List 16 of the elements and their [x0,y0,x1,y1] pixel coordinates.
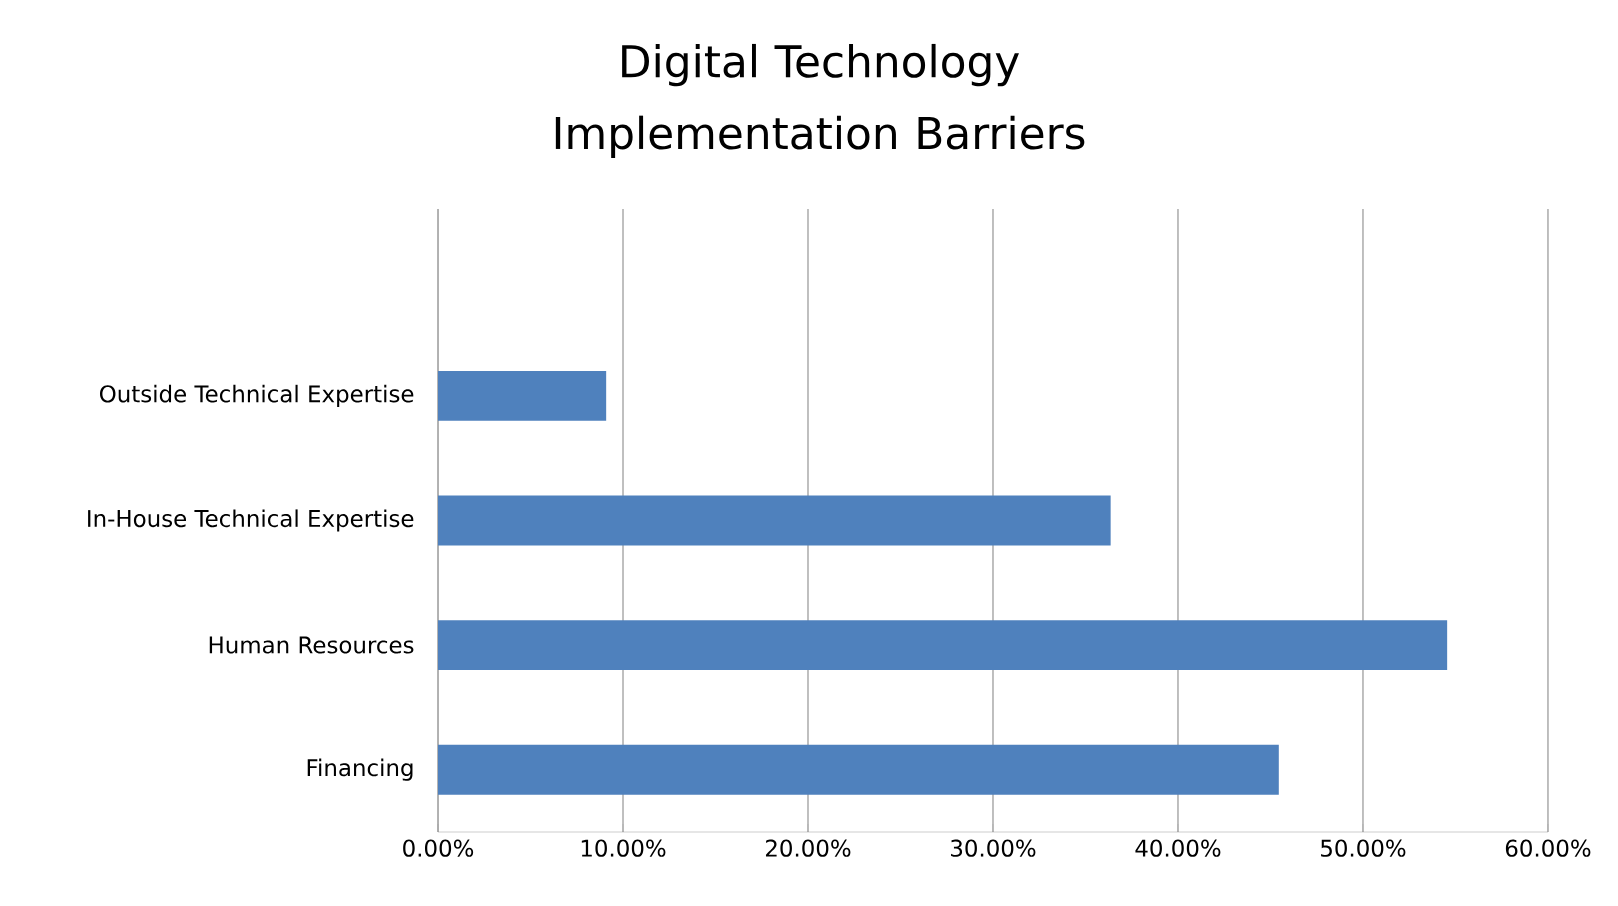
x-tick-label: 50.00% [1321,839,1406,857]
bar [438,370,607,421]
bar [438,620,1448,671]
x-tick-label: 10.00% [581,839,666,857]
x-tick-label: 30.00% [951,839,1036,857]
x-tick-label: 0.00% [403,839,474,857]
y-tick-label: Financing [307,758,413,781]
x-tick-label: 20.00% [765,839,851,857]
x-tick-label: 40.00% [1135,839,1221,857]
bar [438,495,1111,546]
y-tick-label: Human Resources [209,636,414,654]
y-tick-label: In-House Technical Expertise [88,509,414,532]
chart-title: Digital Technology Implementation Barriers [555,43,1085,159]
x-tick-label: 60.00% [1505,839,1591,857]
bar [438,744,1279,795]
y-tick-label: Outside Technical Expertise [100,384,414,407]
